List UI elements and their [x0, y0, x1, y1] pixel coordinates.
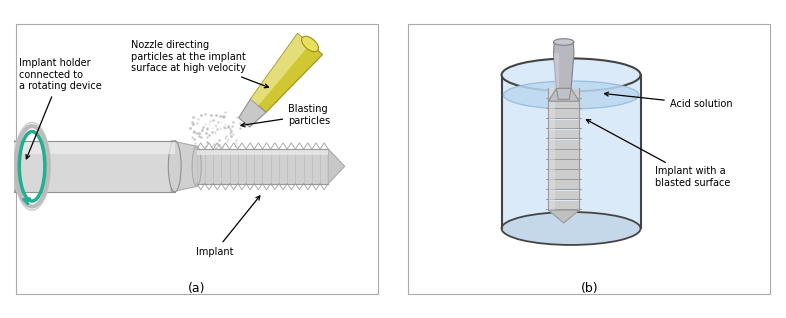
- Text: Blasting
particles: Blasting particles: [241, 104, 330, 127]
- Ellipse shape: [192, 146, 201, 186]
- FancyBboxPatch shape: [549, 201, 579, 210]
- FancyBboxPatch shape: [554, 53, 559, 88]
- Text: Acid solution: Acid solution: [604, 92, 733, 109]
- Polygon shape: [251, 33, 310, 106]
- Text: Implant: Implant: [196, 196, 260, 257]
- FancyBboxPatch shape: [549, 150, 579, 159]
- FancyBboxPatch shape: [196, 149, 329, 156]
- Polygon shape: [251, 33, 322, 112]
- FancyBboxPatch shape: [14, 141, 174, 192]
- Polygon shape: [239, 99, 266, 127]
- Ellipse shape: [501, 212, 641, 245]
- FancyBboxPatch shape: [14, 141, 174, 154]
- Ellipse shape: [168, 141, 181, 192]
- Polygon shape: [549, 88, 579, 101]
- Text: Implant holder
connected to
a rotating device: Implant holder connected to a rotating d…: [20, 58, 102, 159]
- Ellipse shape: [503, 81, 639, 109]
- FancyBboxPatch shape: [549, 160, 579, 169]
- FancyBboxPatch shape: [549, 190, 579, 199]
- FancyBboxPatch shape: [549, 109, 579, 118]
- Ellipse shape: [7, 141, 20, 192]
- Polygon shape: [171, 141, 196, 192]
- Text: Nozzle directing
particles at the implant
surface at high velocity: Nozzle directing particles at the implan…: [130, 40, 269, 88]
- FancyBboxPatch shape: [549, 89, 579, 98]
- FancyBboxPatch shape: [549, 99, 579, 108]
- Text: Implant with a
blasted surface: Implant with a blasted surface: [586, 120, 730, 188]
- Polygon shape: [553, 42, 574, 88]
- FancyBboxPatch shape: [196, 149, 329, 183]
- Polygon shape: [556, 88, 571, 100]
- Ellipse shape: [553, 39, 574, 45]
- Polygon shape: [549, 210, 579, 223]
- FancyBboxPatch shape: [549, 88, 555, 210]
- FancyBboxPatch shape: [549, 120, 579, 128]
- FancyBboxPatch shape: [549, 181, 579, 189]
- FancyBboxPatch shape: [549, 140, 579, 149]
- FancyBboxPatch shape: [501, 75, 641, 228]
- Ellipse shape: [302, 36, 318, 52]
- Polygon shape: [329, 149, 345, 183]
- FancyBboxPatch shape: [549, 130, 579, 138]
- FancyBboxPatch shape: [549, 170, 579, 179]
- Text: (b): (b): [581, 282, 598, 295]
- Ellipse shape: [501, 59, 641, 91]
- Text: (a): (a): [188, 282, 205, 295]
